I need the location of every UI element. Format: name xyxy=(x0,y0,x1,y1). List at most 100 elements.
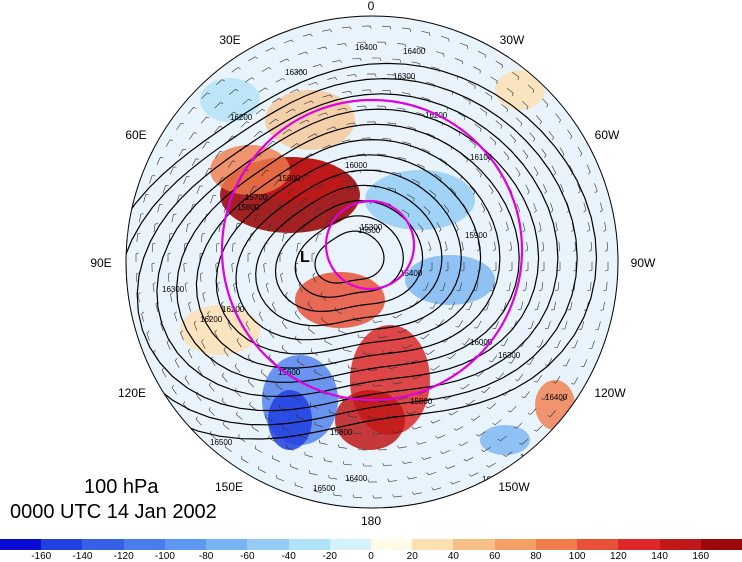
longitude-label-120w: 120W xyxy=(594,386,626,400)
wind-barb xyxy=(357,334,367,339)
wind-barb xyxy=(272,455,280,462)
wind-barb xyxy=(522,281,527,291)
wind-barb xyxy=(221,397,229,407)
longitude-label-60w: 60W xyxy=(595,128,620,142)
wind-barb xyxy=(372,57,382,61)
wind-barb xyxy=(367,479,378,483)
wind-barb xyxy=(214,126,223,133)
wind-barb xyxy=(489,221,493,232)
wind-barb xyxy=(457,112,466,121)
longitude-label-30w: 30W xyxy=(500,33,525,47)
valid-time-label: 0000 UTC 14 Jan 2002 xyxy=(10,501,217,523)
wind-barb xyxy=(197,366,203,376)
wind-barb xyxy=(554,222,558,233)
wind-barb xyxy=(152,282,156,293)
wind-barb xyxy=(460,241,464,252)
wind-barb xyxy=(440,450,451,454)
wind-barb xyxy=(492,419,502,426)
wind-barb xyxy=(260,169,270,177)
wind-barb xyxy=(541,392,550,400)
contour-label: 16200 xyxy=(200,315,223,324)
wind-barb xyxy=(338,444,348,449)
wind-barb xyxy=(402,460,412,464)
wind-barb xyxy=(183,262,187,273)
wind-barb xyxy=(183,176,190,185)
wind-barb xyxy=(268,223,274,232)
wind-barb xyxy=(521,391,530,398)
wind-barb xyxy=(376,105,387,110)
wind-barb xyxy=(527,84,535,94)
longitude-label-90w: 90W xyxy=(631,256,656,270)
wind-barb xyxy=(167,272,172,283)
wind-barb xyxy=(512,72,520,80)
wind-barb xyxy=(473,282,479,292)
wind-barb xyxy=(485,92,493,100)
wind-barb xyxy=(519,438,529,445)
wind-barb xyxy=(396,43,406,48)
wind-barb xyxy=(492,241,496,252)
wind-barb xyxy=(170,292,174,302)
wind-barb xyxy=(200,233,206,243)
wind-barb xyxy=(352,494,363,499)
colorbar-swatch xyxy=(288,539,331,550)
contour-label: 15700 xyxy=(245,193,268,202)
height-contour xyxy=(314,230,385,284)
wind-barb xyxy=(135,252,139,262)
wind-barb xyxy=(328,474,338,480)
wind-barb xyxy=(201,116,210,124)
wind-barb xyxy=(215,151,223,159)
wind-barb xyxy=(417,223,424,233)
height-contour xyxy=(294,215,404,298)
wind-barb xyxy=(139,213,144,223)
wind-barb xyxy=(481,339,490,347)
wind-barb xyxy=(151,242,156,253)
wind-barb xyxy=(251,424,259,432)
wind-barb xyxy=(290,143,300,149)
wind-barb xyxy=(459,42,468,49)
wind-barb xyxy=(255,108,265,115)
wind-barb xyxy=(412,375,422,380)
wind-barb xyxy=(245,321,251,331)
wind-barb xyxy=(294,482,303,488)
wind-barb xyxy=(401,209,410,218)
wind-barb xyxy=(141,311,145,322)
colorbar-tick-label: -60 xyxy=(240,551,255,562)
wind-barb xyxy=(461,154,469,163)
wind-barb xyxy=(188,107,197,114)
wind-barb xyxy=(314,184,324,191)
wind-barb xyxy=(541,262,545,272)
wind-barb xyxy=(425,404,436,409)
height-contour xyxy=(255,184,443,327)
wind-barb xyxy=(174,358,180,368)
wind-barb xyxy=(489,355,498,363)
wind-barb xyxy=(293,70,304,74)
anomaly-patch xyxy=(210,145,290,195)
wind-barb xyxy=(231,262,235,273)
wind-barb xyxy=(453,426,464,431)
polar-map: 16400 16400 16300 16300 16200 16200 16100 16000… xyxy=(90,0,656,528)
wind-barb xyxy=(555,113,561,123)
wind-barb xyxy=(436,222,442,232)
wind-barb xyxy=(468,472,479,477)
wind-barb xyxy=(265,47,276,52)
wind-barb xyxy=(431,487,442,491)
colorbar-tick-label: 60 xyxy=(489,551,501,562)
wind-barb xyxy=(448,301,456,310)
wind-barb xyxy=(441,36,450,42)
wind-barb xyxy=(238,302,242,313)
wind-barb xyxy=(454,221,459,232)
wind-barb xyxy=(486,462,496,468)
wind-barb xyxy=(376,41,387,46)
wind-barb xyxy=(327,77,338,81)
wind-barb xyxy=(240,121,250,128)
wind-barb xyxy=(469,139,476,148)
wind-barb xyxy=(603,281,608,292)
contour-label: 15900 xyxy=(465,231,488,240)
wind-barb xyxy=(248,56,258,62)
contour-label: 16500 xyxy=(313,484,336,493)
wind-barb xyxy=(356,105,367,109)
colorbar-swatch xyxy=(494,539,537,550)
wind-barb xyxy=(149,175,156,184)
wind-barb xyxy=(392,430,402,434)
wind-barb xyxy=(406,77,416,82)
